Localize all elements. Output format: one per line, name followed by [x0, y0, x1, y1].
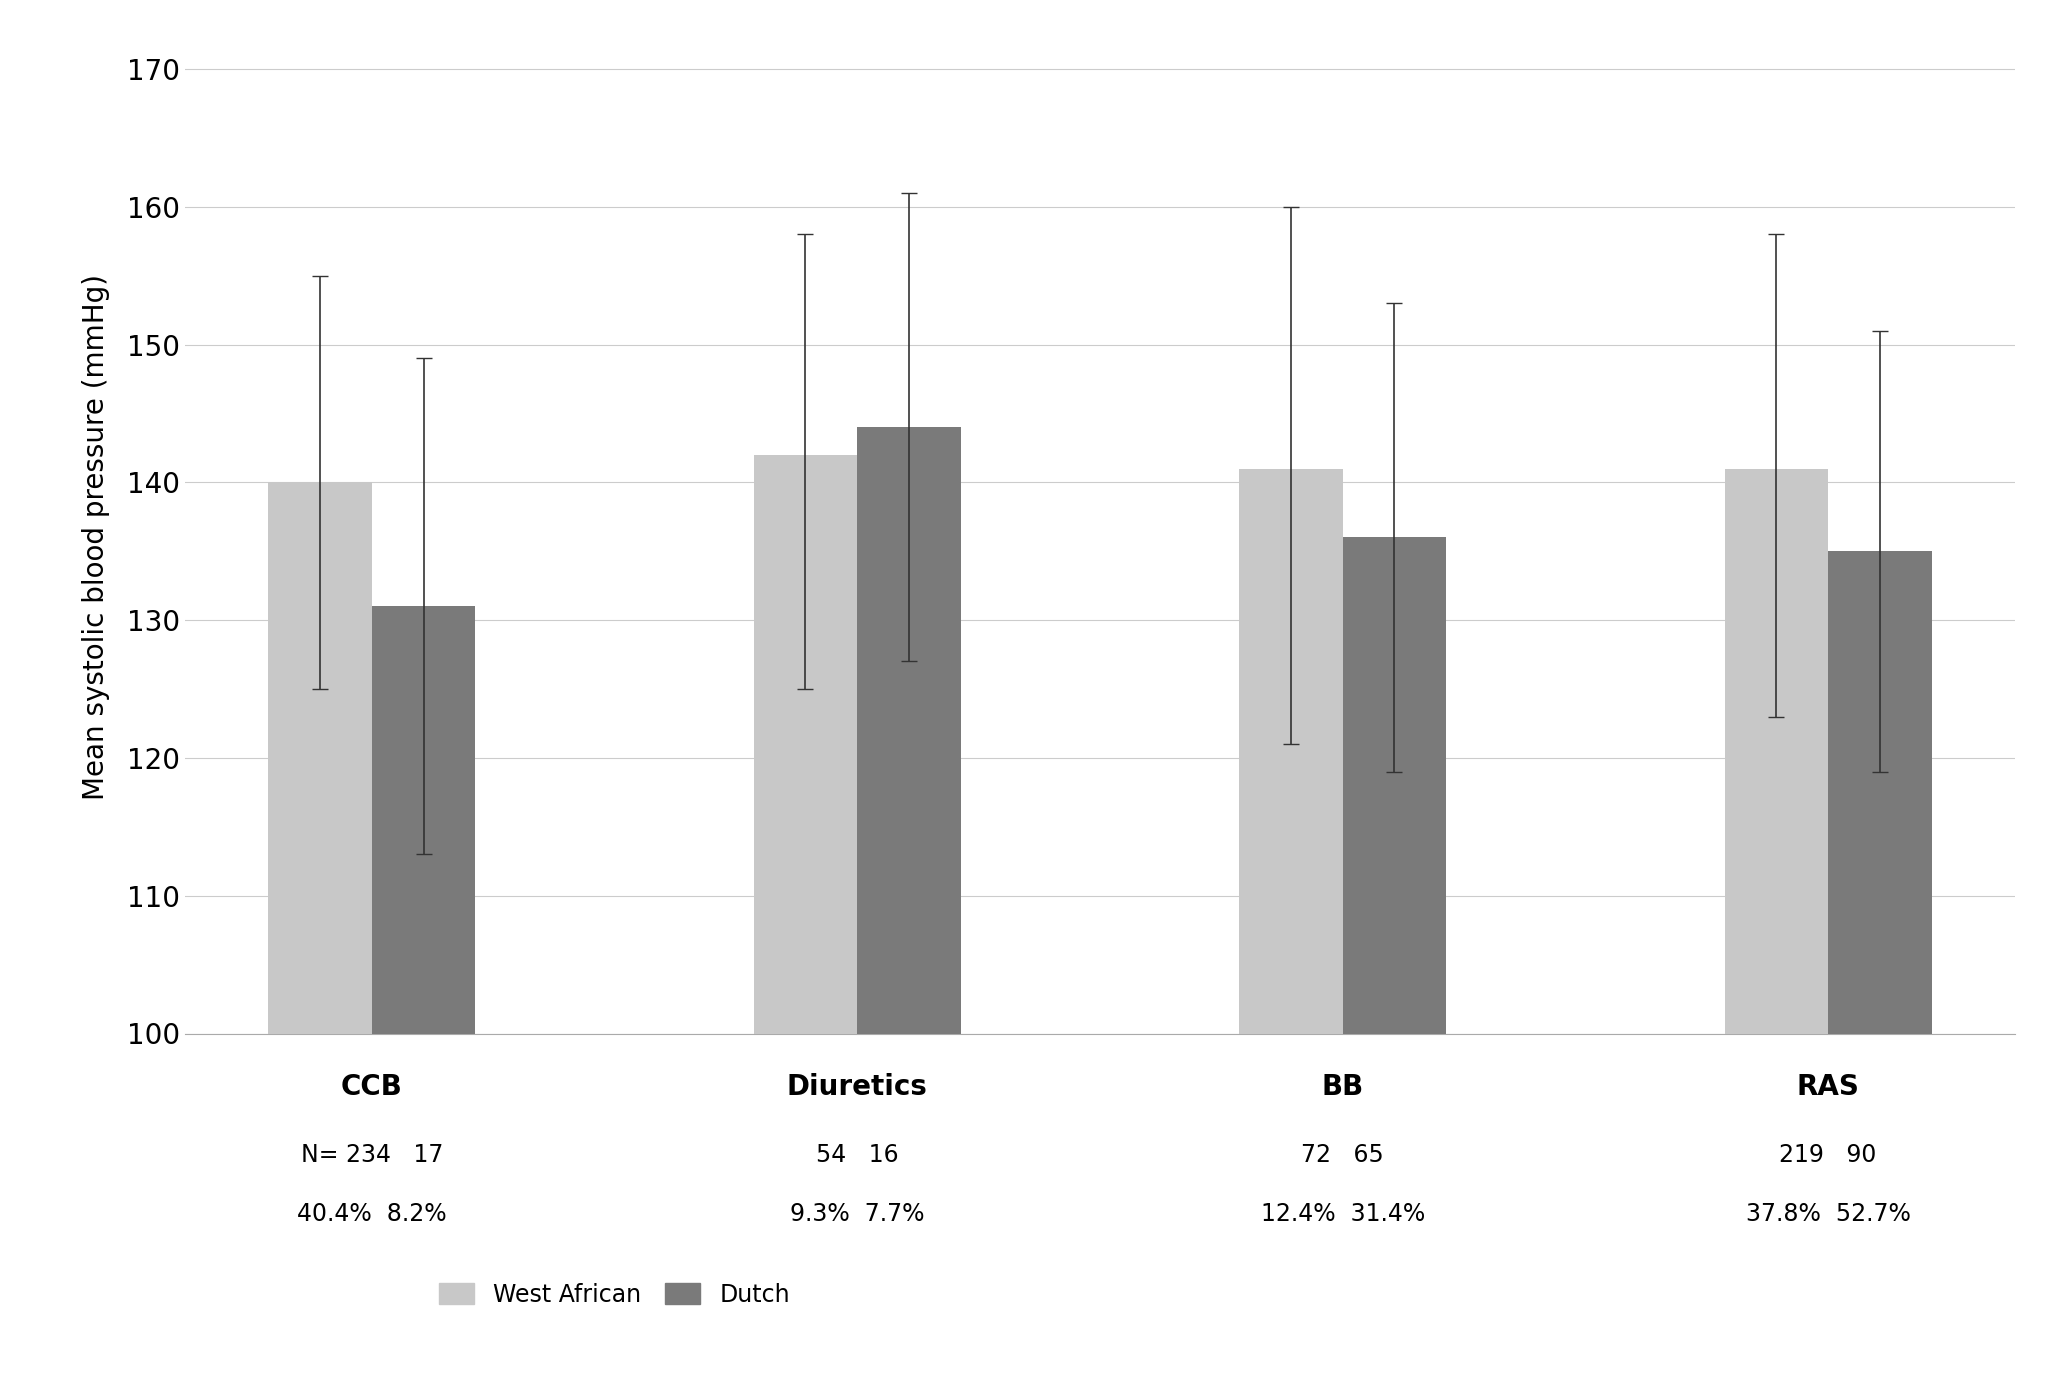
Text: RAS: RAS [1797, 1073, 1859, 1101]
Bar [1828, 551, 1933, 1378]
Text: 9.3%  7.7%: 9.3% 7.7% [790, 1202, 925, 1226]
Text: 54   16: 54 16 [816, 1142, 898, 1167]
Bar [755, 455, 857, 1378]
Text: N= 234   17: N= 234 17 [300, 1142, 442, 1167]
Text: 40.4%  8.2%: 40.4% 8.2% [296, 1202, 446, 1226]
Text: 12.4%  31.4%: 12.4% 31.4% [1260, 1202, 1425, 1226]
Bar [1240, 469, 1343, 1378]
Bar [1343, 537, 1445, 1378]
Bar [1725, 469, 1828, 1378]
Bar [372, 606, 475, 1378]
Text: CCB: CCB [341, 1073, 403, 1101]
Bar [857, 427, 960, 1378]
Text: 72   65: 72 65 [1301, 1142, 1384, 1167]
Bar [267, 482, 372, 1378]
Text: BB: BB [1322, 1073, 1363, 1101]
Text: 37.8%  52.7%: 37.8% 52.7% [1746, 1202, 1910, 1226]
Y-axis label: Mean systolic blood pressure (mmHg): Mean systolic blood pressure (mmHg) [82, 274, 111, 801]
Text: 219   90: 219 90 [1778, 1142, 1877, 1167]
Text: Diuretics: Diuretics [787, 1073, 927, 1101]
Legend: West African, Dutch: West African, Dutch [430, 1273, 800, 1316]
